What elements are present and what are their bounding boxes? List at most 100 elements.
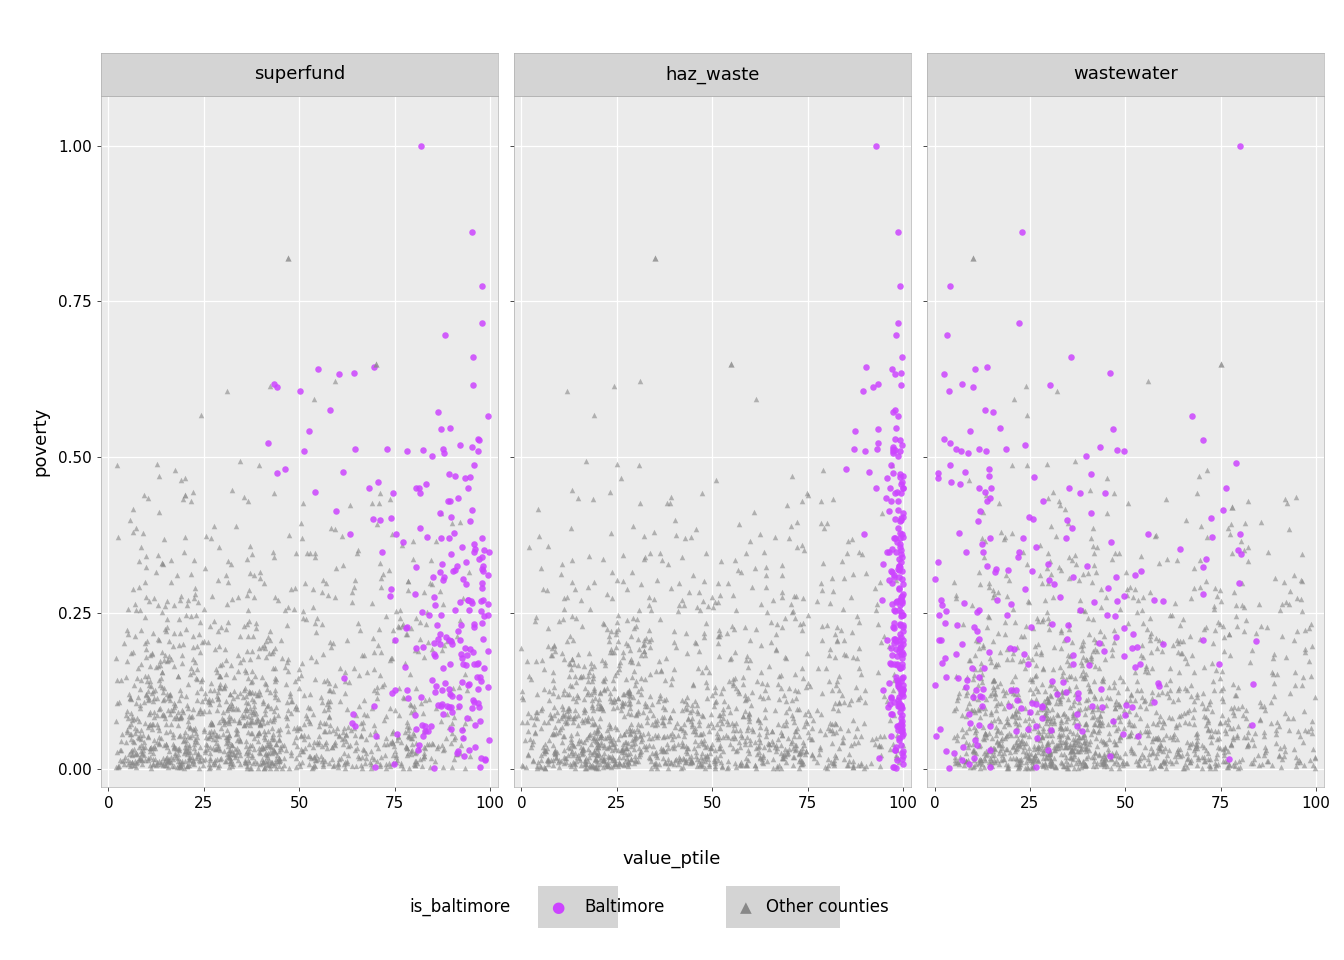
Point xyxy=(1300,752,1321,767)
Point xyxy=(757,735,778,751)
Point xyxy=(531,753,552,768)
Point xyxy=(267,691,289,707)
Point xyxy=(177,718,199,733)
Point xyxy=(362,701,383,716)
Point xyxy=(978,741,1000,756)
Point xyxy=(777,731,798,746)
Point xyxy=(883,531,905,546)
Point xyxy=(1257,754,1278,769)
Point xyxy=(567,658,589,673)
Point xyxy=(991,695,1012,710)
Point xyxy=(540,710,562,726)
Point xyxy=(668,756,689,772)
Point xyxy=(196,736,218,752)
Point xyxy=(347,542,368,558)
Point xyxy=(564,668,586,684)
Point xyxy=(1218,520,1239,536)
Point xyxy=(454,760,476,776)
Point xyxy=(681,718,703,733)
Point xyxy=(958,695,980,710)
Point xyxy=(1286,755,1308,770)
Point xyxy=(1038,695,1059,710)
Point xyxy=(1211,690,1232,706)
Point xyxy=(531,702,552,717)
Point xyxy=(663,635,684,650)
Point xyxy=(1187,485,1208,500)
Point xyxy=(594,682,616,697)
Point xyxy=(671,550,692,565)
Point xyxy=(641,603,663,618)
Point xyxy=(624,735,645,751)
Point xyxy=(1189,553,1211,568)
Point xyxy=(862,379,883,395)
Point xyxy=(828,695,849,710)
Point xyxy=(1275,594,1297,610)
Point xyxy=(259,735,281,751)
Point xyxy=(996,714,1017,730)
Point xyxy=(1173,760,1195,776)
Point xyxy=(702,589,723,605)
Point xyxy=(452,650,473,665)
Point xyxy=(302,706,324,721)
Point xyxy=(892,529,914,544)
Point xyxy=(684,720,706,735)
Point xyxy=(200,759,222,775)
Point xyxy=(1223,676,1245,691)
Point xyxy=(314,754,336,769)
Point xyxy=(324,736,345,752)
Point xyxy=(446,745,468,760)
Point xyxy=(246,710,267,726)
Point xyxy=(114,749,136,764)
Point xyxy=(262,741,284,756)
Point xyxy=(695,739,716,755)
Point xyxy=(1048,493,1070,509)
Point xyxy=(644,717,665,732)
Point xyxy=(290,755,312,770)
Point xyxy=(636,698,657,713)
Point xyxy=(891,349,913,365)
Point xyxy=(782,604,804,619)
Point xyxy=(208,668,230,684)
Point xyxy=(331,732,352,747)
Point xyxy=(462,225,484,240)
Point xyxy=(431,596,453,612)
Point xyxy=(585,739,606,755)
Point xyxy=(953,739,974,755)
Point xyxy=(118,747,140,762)
Point xyxy=(554,742,575,757)
Point xyxy=(164,598,185,613)
Point xyxy=(992,752,1013,767)
Point xyxy=(402,551,423,566)
Point xyxy=(392,760,414,776)
Point xyxy=(1067,685,1089,701)
Point xyxy=(710,627,731,642)
Point xyxy=(1050,718,1071,733)
Point xyxy=(966,737,988,753)
Point xyxy=(583,743,605,758)
Point xyxy=(989,742,1011,757)
Point xyxy=(153,531,175,546)
Point xyxy=(181,708,203,724)
Point xyxy=(1230,138,1251,154)
Point xyxy=(169,592,191,608)
Point xyxy=(269,721,290,736)
Point xyxy=(122,581,144,596)
Point xyxy=(986,734,1008,750)
Point xyxy=(198,725,219,740)
Point xyxy=(339,497,360,513)
Point xyxy=(546,725,567,740)
Point xyxy=(969,669,991,684)
Point xyxy=(996,567,1017,583)
Point xyxy=(578,664,599,680)
Point xyxy=(149,736,171,752)
Point xyxy=(243,714,265,730)
Point xyxy=(1106,693,1128,708)
Point xyxy=(761,724,782,739)
Point xyxy=(927,555,949,570)
Point xyxy=(757,754,778,769)
Point xyxy=(703,754,724,769)
Point xyxy=(1035,716,1056,732)
Point xyxy=(128,689,149,705)
Point xyxy=(607,758,629,774)
Point xyxy=(136,687,157,703)
